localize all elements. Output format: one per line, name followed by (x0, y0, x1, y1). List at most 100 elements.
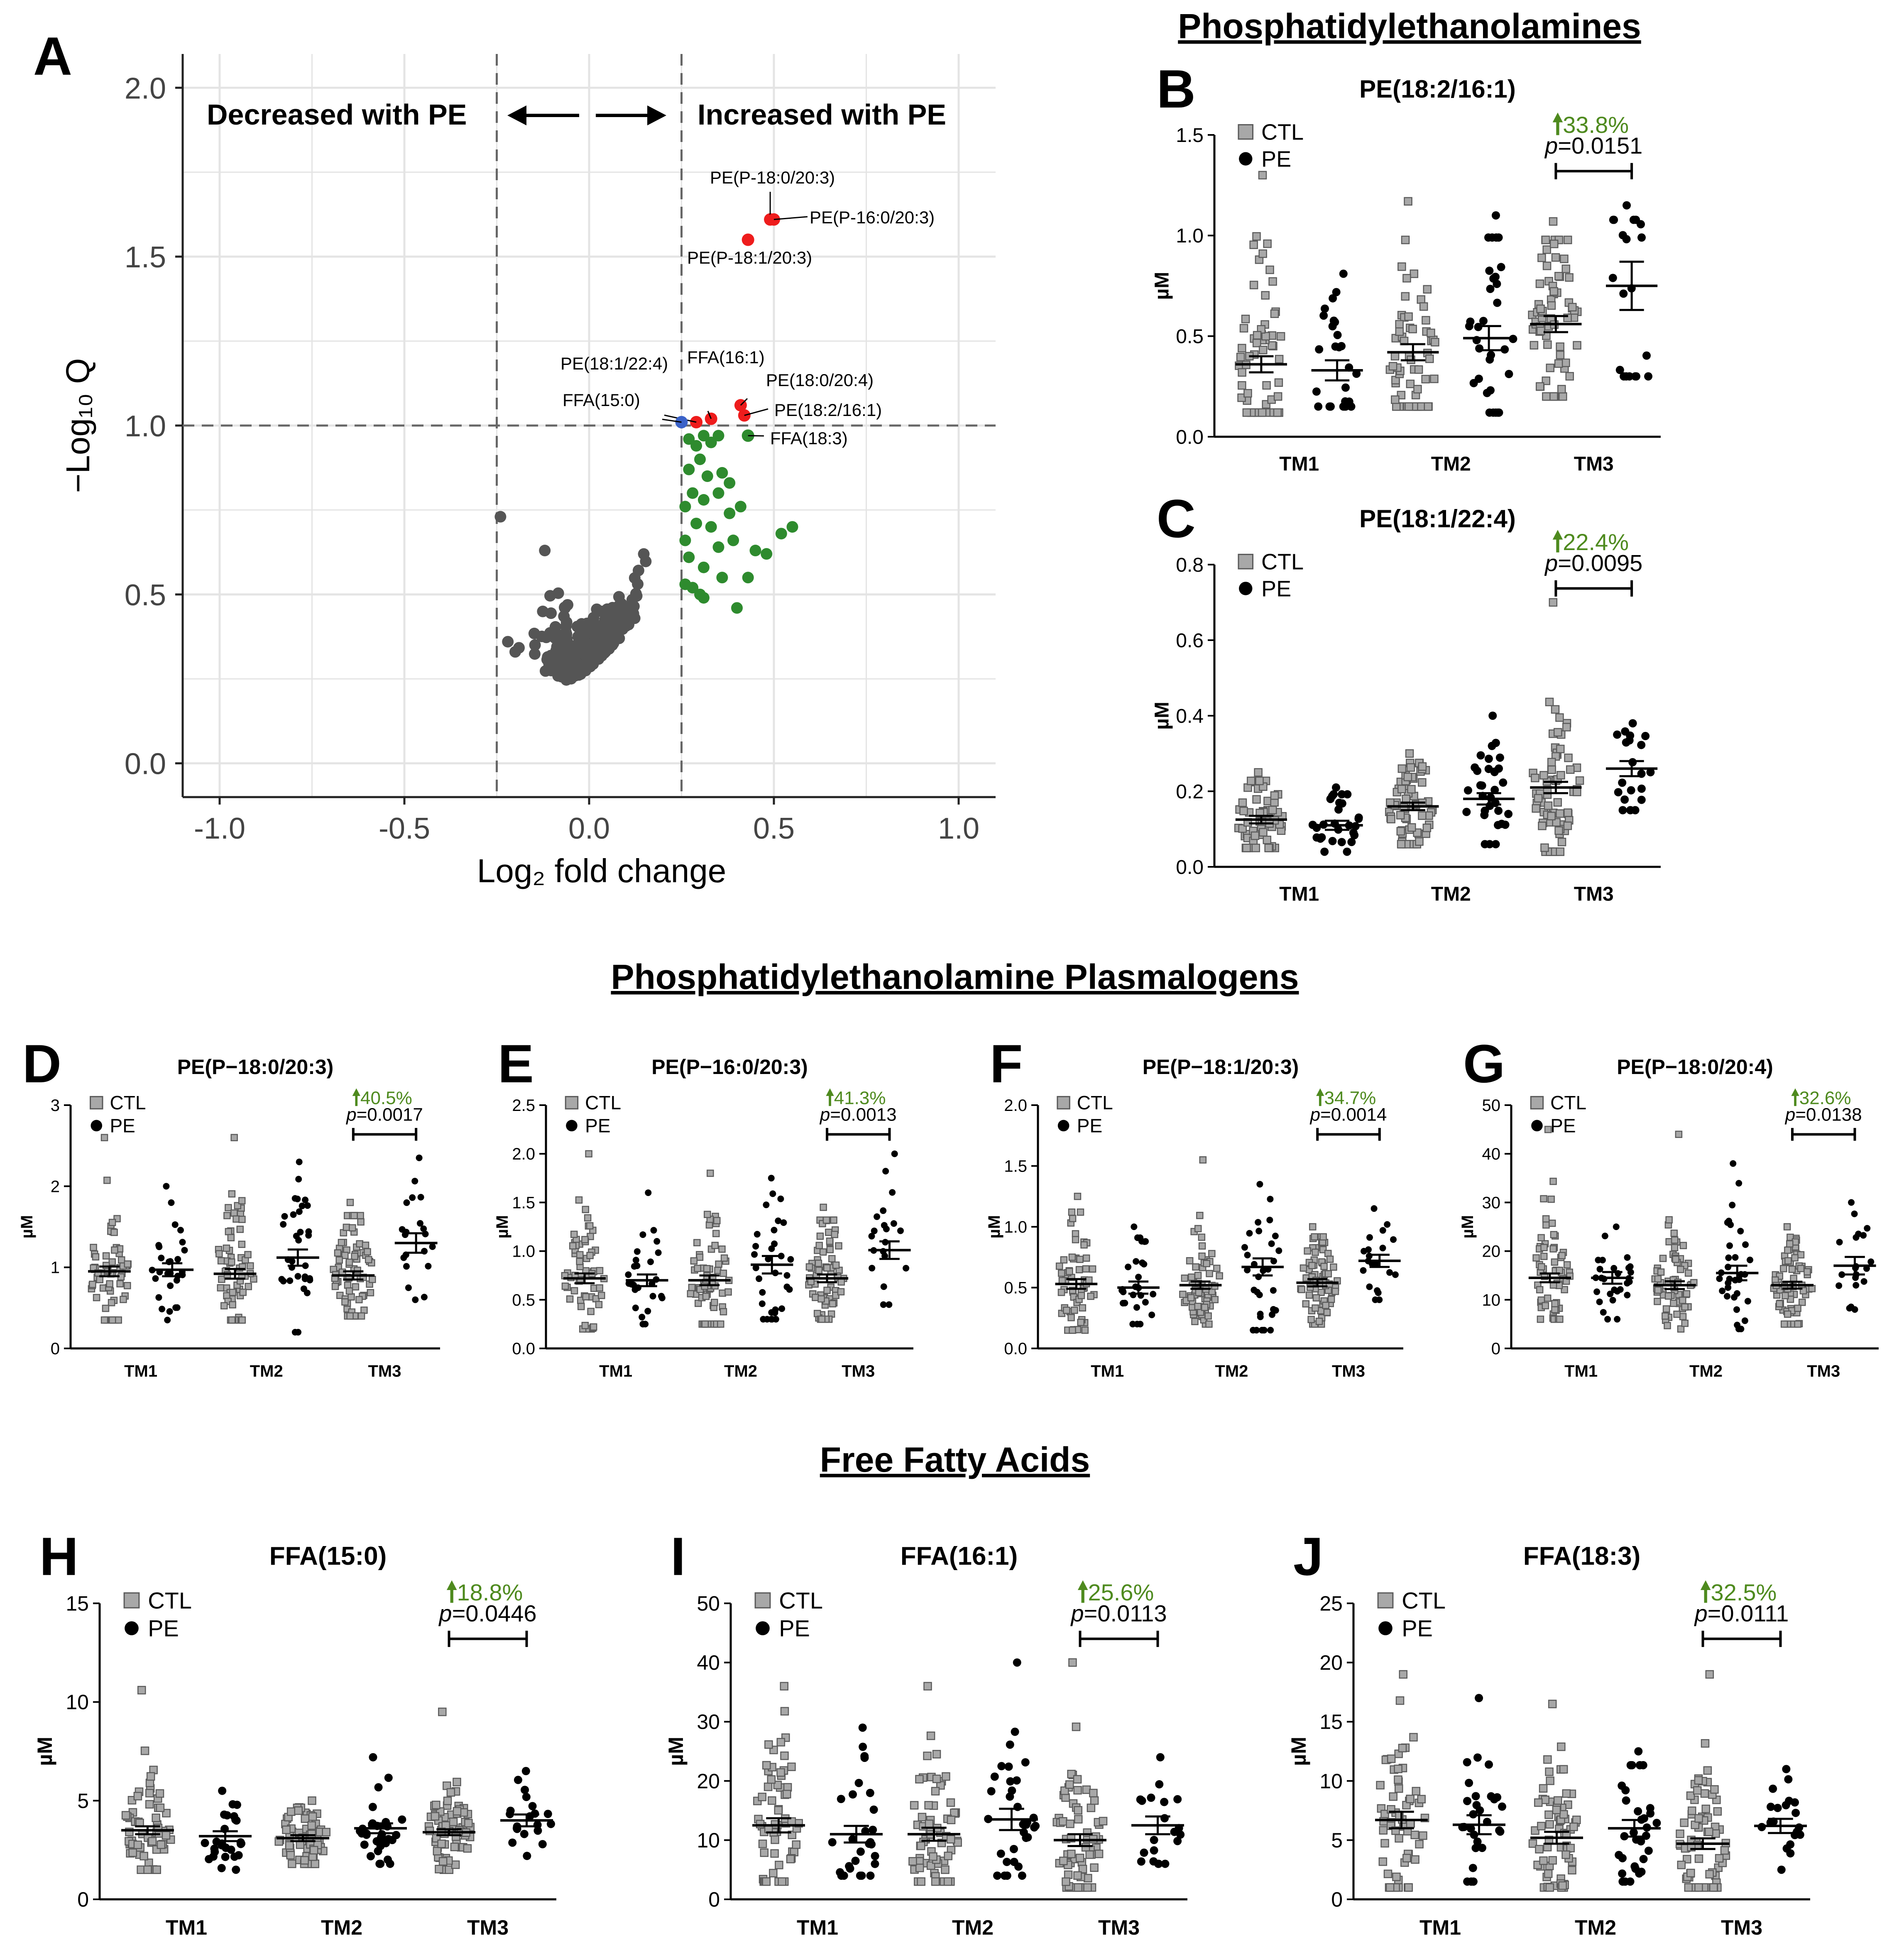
data-point-ctl (1558, 1252, 1566, 1260)
percent-increase: 34.7% (1324, 1088, 1376, 1108)
data-point-ctl (1556, 1315, 1564, 1323)
data-point-pe (1255, 1228, 1263, 1235)
data-point-ctl (815, 1242, 823, 1249)
data-point-pe (1483, 389, 1491, 397)
data-point-ctl (1531, 773, 1539, 783)
data-point-ctl (1554, 359, 1563, 368)
data-point-pe (1337, 790, 1346, 799)
data-point-pe (1726, 1242, 1733, 1249)
volcano-point-green (712, 430, 724, 442)
data-point-ctl (1537, 1234, 1545, 1242)
data-point-pe (297, 1228, 304, 1236)
data-point-ctl (1273, 408, 1282, 417)
data-point-pe (1468, 1864, 1477, 1872)
legend-label-ctl: CTL (1402, 1587, 1446, 1613)
data-point-pe (362, 1829, 371, 1838)
data-point-pe (403, 1199, 410, 1206)
data-point-ctl (1077, 1319, 1084, 1326)
volcano-point-gray (585, 640, 597, 652)
data-point-ctl (1671, 1236, 1679, 1244)
legend-label-pe: PE (585, 1115, 610, 1136)
data-point-ctl (1559, 1810, 1568, 1819)
data-point-ctl (1543, 340, 1552, 349)
y-tick-label: 10 (697, 1829, 720, 1852)
data-point-pe (1471, 1792, 1480, 1801)
data-point-ctl (1312, 1294, 1320, 1302)
data-point-pe (1725, 1254, 1732, 1261)
panel-label: C (1157, 488, 1196, 549)
y-tick-label: 1 (51, 1259, 60, 1277)
data-point-pe (1018, 1871, 1026, 1880)
data-point-pe (1012, 1776, 1021, 1785)
data-point-ctl (1273, 392, 1282, 401)
data-point-pe (1848, 1304, 1855, 1311)
data-point-pe (1160, 1814, 1169, 1823)
data-point-ctl (1549, 1245, 1557, 1253)
chart-panel-G: 0 10 20 30 40 50 TM1 TM2 TM3 µM PE(P−18:0/20:4) G CT… (1459, 1033, 1879, 1380)
data-point-ctl (1403, 773, 1412, 781)
data-point-ctl (1709, 1883, 1718, 1892)
data-point-ctl (225, 1204, 232, 1211)
data-point-pe (1328, 322, 1337, 330)
data-point-ctl (1255, 776, 1264, 785)
data-point-ctl (587, 1308, 595, 1315)
data-point-ctl (1059, 1857, 1068, 1865)
data-point-pe (1836, 1238, 1843, 1245)
data-point-ctl (1270, 791, 1279, 800)
point-label: PE(P-16:0/20:3) (810, 208, 935, 227)
y-tick-label: 30 (697, 1710, 720, 1734)
data-point-ctl (910, 1801, 919, 1810)
data-point-ctl (1075, 1266, 1083, 1274)
data-point-pe (1493, 279, 1501, 288)
data-point-pe (1637, 784, 1646, 793)
data-point-pe (634, 1262, 641, 1270)
p-value-prefix: p (438, 1600, 452, 1627)
y-tick-label: 3 (51, 1096, 60, 1115)
data-point-ctl (710, 1299, 718, 1306)
data-point-pe (1631, 806, 1640, 815)
data-point-pe (1627, 786, 1635, 795)
y-axis-label: µM (985, 1215, 1003, 1238)
data-point-ctl (1549, 1177, 1557, 1185)
data-point-pe (1006, 1792, 1014, 1801)
x-category-label: TM2 (250, 1362, 283, 1380)
data-point-ctl (1238, 798, 1247, 807)
data-point-ctl (1397, 840, 1406, 849)
data-point-ctl (1569, 1823, 1578, 1831)
data-point-pe (1652, 1819, 1661, 1828)
data-point-ctl (1665, 1216, 1673, 1223)
data-point-pe (166, 1308, 173, 1315)
y-tick-label: 5 (77, 1789, 89, 1813)
chart-title: PE(P−16:0/20:3) (651, 1055, 808, 1079)
data-point-pe (1494, 821, 1503, 829)
data-point-ctl (1074, 1815, 1083, 1824)
data-point-ctl (758, 1840, 767, 1848)
data-point-pe (181, 1247, 188, 1254)
data-point-ctl (1268, 805, 1277, 815)
data-point-ctl (1322, 1302, 1329, 1309)
data-point-ctl (1307, 1316, 1315, 1324)
data-point-ctl (230, 1209, 238, 1217)
data-point-ctl (1710, 1785, 1719, 1794)
data-point-ctl (1397, 262, 1406, 271)
data-point-pe (768, 1245, 775, 1252)
point-label: PE(18:2/16:1) (774, 400, 882, 420)
data-point-ctl (1563, 235, 1572, 245)
y-tick-label: 0.0 (1004, 1340, 1027, 1358)
data-point-ctl (1407, 823, 1416, 832)
data-point-ctl (1083, 1883, 1092, 1892)
p-value-text: p=0.0446 (438, 1600, 536, 1627)
data-point-pe (771, 1227, 778, 1234)
volcano-point-gray (539, 545, 551, 557)
percent-increase: 25.6% (1088, 1579, 1154, 1605)
data-point-ctl (1693, 1786, 1702, 1795)
data-point-ctl (137, 1686, 146, 1695)
y-tick-label: 10 (66, 1691, 89, 1714)
data-point-ctl (1311, 1233, 1318, 1241)
data-point-pe (237, 1839, 246, 1848)
y-tick-label: 2 (51, 1177, 60, 1196)
data-point-pe (1596, 1298, 1603, 1305)
data-point-ctl (1298, 1286, 1305, 1293)
data-point-pe (650, 1227, 657, 1234)
volcano-point-green (742, 572, 754, 584)
